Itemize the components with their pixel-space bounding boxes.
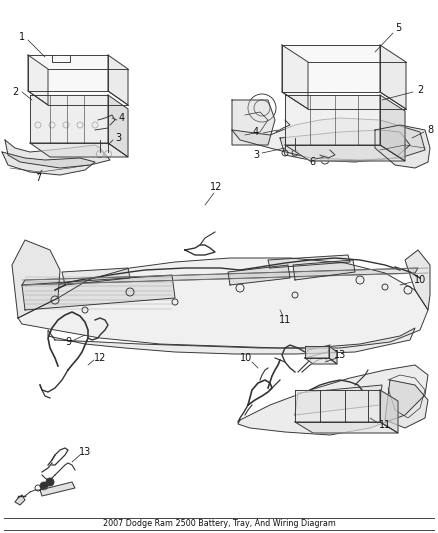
Circle shape <box>46 478 54 486</box>
Polygon shape <box>12 240 60 318</box>
Text: 1: 1 <box>19 32 25 42</box>
Polygon shape <box>295 390 380 422</box>
Polygon shape <box>285 145 405 161</box>
Text: 12: 12 <box>210 182 222 192</box>
Polygon shape <box>232 118 425 160</box>
Polygon shape <box>282 45 380 92</box>
Polygon shape <box>329 346 337 364</box>
Text: 10: 10 <box>414 275 426 285</box>
Polygon shape <box>18 258 428 348</box>
Polygon shape <box>15 495 25 505</box>
Text: 6: 6 <box>309 157 315 167</box>
Text: 2: 2 <box>417 85 423 95</box>
Polygon shape <box>280 130 410 162</box>
Polygon shape <box>305 345 330 358</box>
Polygon shape <box>2 152 95 175</box>
Polygon shape <box>238 365 428 435</box>
Polygon shape <box>22 268 418 285</box>
Text: 13: 13 <box>334 350 346 360</box>
Polygon shape <box>380 95 405 161</box>
Polygon shape <box>5 140 110 168</box>
Polygon shape <box>268 255 350 268</box>
Polygon shape <box>228 265 290 285</box>
Polygon shape <box>48 328 415 354</box>
Polygon shape <box>108 55 128 105</box>
Text: 4: 4 <box>119 113 125 123</box>
Polygon shape <box>293 260 355 280</box>
Polygon shape <box>380 390 398 433</box>
Text: 12: 12 <box>94 353 106 363</box>
Text: 8: 8 <box>427 125 433 135</box>
Polygon shape <box>305 346 329 358</box>
Text: 11: 11 <box>379 420 391 430</box>
Polygon shape <box>305 358 337 364</box>
Circle shape <box>40 482 48 490</box>
Text: 3: 3 <box>115 133 121 143</box>
Polygon shape <box>28 55 108 91</box>
Text: 2: 2 <box>12 87 18 97</box>
Polygon shape <box>375 125 430 168</box>
Polygon shape <box>30 95 108 143</box>
Polygon shape <box>22 275 175 310</box>
Polygon shape <box>62 268 130 285</box>
Text: 10: 10 <box>240 353 252 363</box>
Text: 7: 7 <box>35 173 41 183</box>
Polygon shape <box>295 385 382 415</box>
Text: 5: 5 <box>395 23 401 33</box>
Text: 13: 13 <box>79 447 91 457</box>
Polygon shape <box>380 45 406 109</box>
Polygon shape <box>295 422 398 433</box>
Text: 11: 11 <box>279 315 291 325</box>
Text: 2007 Dodge Ram 2500 Battery, Tray, And Wiring Diagram: 2007 Dodge Ram 2500 Battery, Tray, And W… <box>102 520 336 529</box>
Polygon shape <box>282 45 308 109</box>
Polygon shape <box>108 95 128 157</box>
Polygon shape <box>385 380 428 428</box>
Polygon shape <box>30 143 128 157</box>
Text: 3: 3 <box>253 150 259 160</box>
Polygon shape <box>232 100 275 145</box>
Text: 9: 9 <box>65 337 71 347</box>
Polygon shape <box>405 250 430 310</box>
Polygon shape <box>285 95 380 145</box>
Polygon shape <box>40 482 75 496</box>
Text: 4: 4 <box>253 127 259 137</box>
Polygon shape <box>28 55 48 105</box>
